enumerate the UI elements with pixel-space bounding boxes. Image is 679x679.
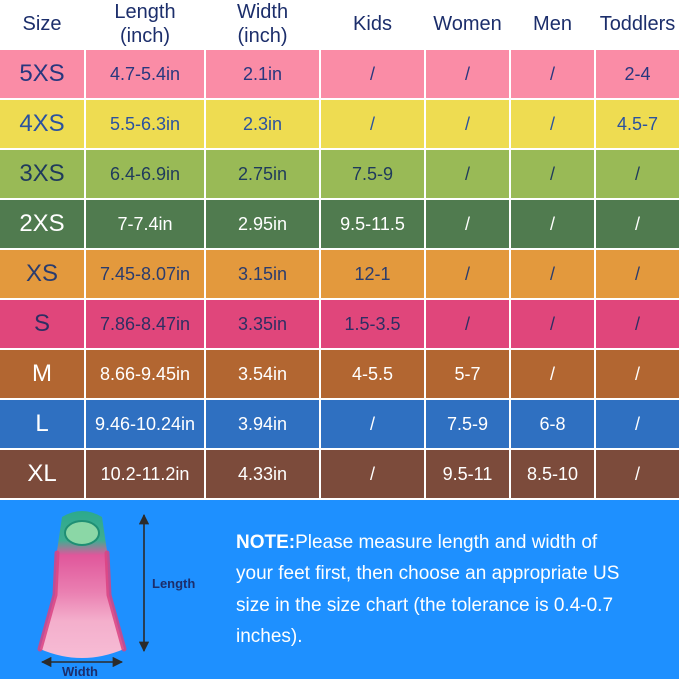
col-header-size: Size xyxy=(0,0,86,50)
size-cell: 2XS xyxy=(0,198,86,250)
women-cell: / xyxy=(424,148,511,200)
note-text: Please measure length and width of your … xyxy=(236,531,620,647)
width-cell: 2.75in xyxy=(204,148,321,200)
length-cell: 7.86-8.47in xyxy=(84,298,206,350)
width-cell: 4.33in xyxy=(204,448,321,500)
toddlers-cell: / xyxy=(594,448,679,500)
fin-illustration: Length Width xyxy=(0,503,236,677)
note-label: NOTE: xyxy=(236,531,296,553)
width-cell: 2.1in xyxy=(204,48,321,100)
size-cell: XS xyxy=(0,248,86,300)
kids-cell: 9.5-11.5 xyxy=(319,198,426,250)
toddlers-cell: 4.5-7 xyxy=(594,98,679,150)
kids-cell: / xyxy=(319,448,426,500)
kids-cell: 1.5-3.5 xyxy=(319,298,426,350)
width-cell: 3.35in xyxy=(204,298,321,350)
fin-shape xyxy=(40,510,124,658)
width-label: Width xyxy=(62,664,98,677)
fin-rail-left xyxy=(37,550,60,651)
toddlers-cell: 2-4 xyxy=(594,48,679,100)
length-cell: 6.4-6.9in xyxy=(84,148,206,200)
length-cell: 10.2-11.2in xyxy=(84,448,206,500)
table-row: S 7.86-8.47in 3.35in 1.5-3.5 / / / xyxy=(0,298,679,350)
men-cell: / xyxy=(509,348,596,400)
size-cell: XL xyxy=(0,448,86,500)
length-cell: 7.45-8.07in xyxy=(84,248,206,300)
kids-cell: 12-1 xyxy=(319,248,426,300)
table-row: 4XS 5.5-6.3in 2.3in / / / 4.5-7 xyxy=(0,98,679,150)
width-cell: 2.3in xyxy=(204,98,321,150)
col-header-women: Women xyxy=(424,0,511,50)
men-cell: / xyxy=(509,98,596,150)
size-chart-table: Size Length (inch) Width (inch) Kids Women… xyxy=(0,0,679,500)
women-cell: 9.5-11 xyxy=(424,448,511,500)
kids-cell: / xyxy=(319,98,426,150)
men-cell: / xyxy=(509,248,596,300)
width-cell: 3.54in xyxy=(204,348,321,400)
table-row: 5XS 4.7-5.4in 2.1in / / / 2-4 xyxy=(0,48,679,100)
women-cell: / xyxy=(424,98,511,150)
col-header-toddlers: Toddlers xyxy=(594,0,679,50)
women-cell: / xyxy=(424,248,511,300)
toddlers-cell: / xyxy=(594,148,679,200)
table-row: M 8.66-9.45in 3.54in 4-5.5 5-7 / / xyxy=(0,348,679,400)
women-cell: 5-7 xyxy=(424,348,511,400)
length-cell: 5.5-6.3in xyxy=(84,98,206,150)
men-cell: / xyxy=(509,48,596,100)
toddlers-cell: / xyxy=(594,298,679,350)
footer-note-section: Length Width NOTE:Please measure length … xyxy=(0,500,679,679)
toddlers-cell: / xyxy=(594,198,679,250)
table-row: 3XS 6.4-6.9in 2.75in 7.5-9 / / / xyxy=(0,148,679,200)
col-header-width: Width (inch) xyxy=(204,0,321,50)
width-cell: 2.95in xyxy=(204,198,321,250)
table-row: 2XS 7-7.4in 2.95in 9.5-11.5 / / / xyxy=(0,198,679,250)
length-label: Length xyxy=(152,576,195,591)
size-cell: S xyxy=(0,298,86,350)
kids-cell: 4-5.5 xyxy=(319,348,426,400)
col-header-kids: Kids xyxy=(319,0,426,50)
kids-cell: 7.5-9 xyxy=(319,148,426,200)
men-cell: 6-8 xyxy=(509,398,596,450)
women-cell: 7.5-9 xyxy=(424,398,511,450)
length-cell: 8.66-9.45in xyxy=(84,348,206,400)
toddlers-cell: / xyxy=(594,348,679,400)
toddlers-cell: / xyxy=(594,398,679,450)
width-cell: 3.15in xyxy=(204,248,321,300)
width-cell: 3.94in xyxy=(204,398,321,450)
header-row: Size Length (inch) Width (inch) Kids Women… xyxy=(0,0,679,50)
size-cell: 5XS xyxy=(0,48,86,100)
table-row: XS 7.45-8.07in 3.15in 12-1 / / / xyxy=(0,248,679,300)
measurement-note: NOTE:Please measure length and width of … xyxy=(236,527,636,652)
women-cell: / xyxy=(424,298,511,350)
kids-cell: / xyxy=(319,48,426,100)
length-cell: 4.7-5.4in xyxy=(84,48,206,100)
size-cell: 3XS xyxy=(0,148,86,200)
size-cell: L xyxy=(0,398,86,450)
col-header-men: Men xyxy=(509,0,596,50)
col-header-length: Length (inch) xyxy=(84,0,206,50)
kids-cell: / xyxy=(319,398,426,450)
table-row: L 9.46-10.24in 3.94in / 7.5-9 6-8 / xyxy=(0,398,679,450)
women-cell: / xyxy=(424,48,511,100)
fin-rail-right xyxy=(104,550,127,651)
size-cell: 4XS xyxy=(0,98,86,150)
fin-diagram: Length Width xyxy=(37,510,195,677)
table-row: XL 10.2-11.2in 4.33in / 9.5-11 8.5-10 / xyxy=(0,448,679,500)
men-cell: / xyxy=(509,198,596,250)
foot-opening xyxy=(64,519,100,546)
men-cell: 8.5-10 xyxy=(509,448,596,500)
men-cell: / xyxy=(509,298,596,350)
toddlers-cell: / xyxy=(594,248,679,300)
size-cell: M xyxy=(0,348,86,400)
length-cell: 9.46-10.24in xyxy=(84,398,206,450)
length-cell: 7-7.4in xyxy=(84,198,206,250)
men-cell: / xyxy=(509,148,596,200)
women-cell: / xyxy=(424,198,511,250)
